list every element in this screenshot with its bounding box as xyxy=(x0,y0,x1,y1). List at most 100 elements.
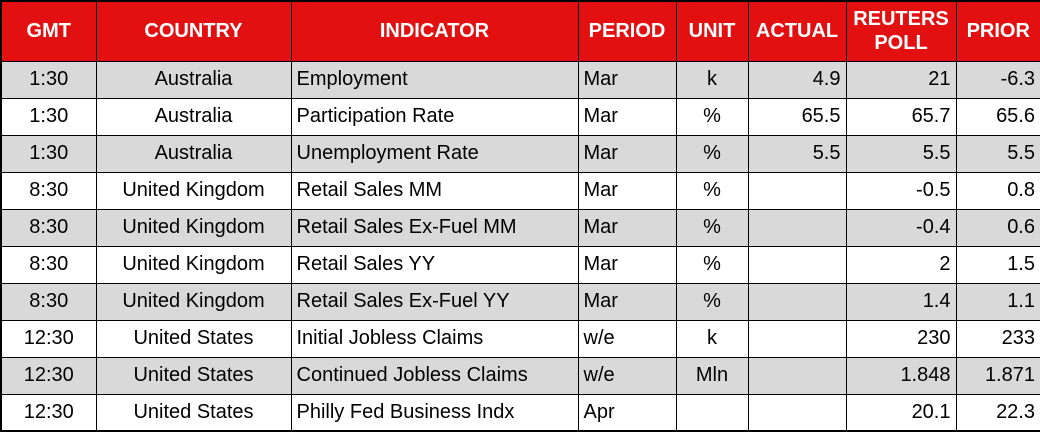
cell-unit[interactable]: % xyxy=(675,208,749,247)
cell-actual[interactable] xyxy=(747,245,847,284)
table-row: 8:30 United Kingdom Retail Sales Ex-Fuel M… xyxy=(0,208,1040,247)
cell-unit[interactable]: k xyxy=(675,60,749,99)
cell-prior[interactable]: 22.3 xyxy=(955,393,1040,432)
cell-actual[interactable] xyxy=(747,393,847,432)
cell-actual[interactable] xyxy=(747,282,847,321)
cell-indicator[interactable]: Retail Sales Ex-Fuel MM xyxy=(290,208,579,247)
cell-indicator[interactable]: Continued Jobless Claims xyxy=(290,356,579,395)
cell-actual[interactable] xyxy=(747,171,847,210)
cell-actual[interactable]: 5.5 xyxy=(747,134,847,173)
cell-actual[interactable] xyxy=(747,208,847,247)
cell-unit[interactable]: % xyxy=(675,282,749,321)
cell-poll[interactable]: 21 xyxy=(845,60,957,99)
column-header-poll[interactable]: REUTERS POLL xyxy=(845,0,957,62)
table-body: 1:30 Australia Employment Mar k 4.9 21 -6.3 1:30… xyxy=(0,60,1040,432)
cell-period[interactable]: Mar xyxy=(577,97,677,136)
cell-gmt[interactable]: 1:30 xyxy=(0,97,97,136)
cell-poll[interactable]: 20.1 xyxy=(845,393,957,432)
cell-country[interactable]: United States xyxy=(95,356,292,395)
cell-country[interactable]: United Kingdom xyxy=(95,208,292,247)
cell-unit[interactable]: % xyxy=(675,134,749,173)
cell-indicator[interactable]: Participation Rate xyxy=(290,97,579,136)
cell-poll[interactable]: -0.5 xyxy=(845,171,957,210)
cell-poll[interactable]: 65.7 xyxy=(845,97,957,136)
cell-unit[interactable]: Mln xyxy=(675,356,749,395)
cell-country[interactable]: United Kingdom xyxy=(95,282,292,321)
cell-country[interactable]: Australia xyxy=(95,97,292,136)
cell-prior[interactable]: 1.5 xyxy=(955,245,1040,284)
cell-indicator[interactable]: Retail Sales Ex-Fuel YY xyxy=(290,282,579,321)
cell-indicator[interactable]: Philly Fed Business Indx xyxy=(290,393,579,432)
cell-indicator[interactable]: Employment xyxy=(290,60,579,99)
cell-country[interactable]: United Kingdom xyxy=(95,171,292,210)
cell-country[interactable]: United States xyxy=(95,319,292,358)
cell-period[interactable]: Mar xyxy=(577,208,677,247)
cell-period[interactable]: Mar xyxy=(577,245,677,284)
column-header-indicator[interactable]: INDICATOR xyxy=(290,0,579,62)
cell-gmt[interactable]: 12:30 xyxy=(0,393,97,432)
cell-gmt[interactable]: 12:30 xyxy=(0,319,97,358)
cell-poll[interactable]: 230 xyxy=(845,319,957,358)
cell-unit[interactable]: % xyxy=(675,245,749,284)
cell-prior[interactable]: 5.5 xyxy=(955,134,1040,173)
cell-prior[interactable]: 65.6 xyxy=(955,97,1040,136)
cell-poll[interactable]: 1.4 xyxy=(845,282,957,321)
cell-actual[interactable] xyxy=(747,356,847,395)
cell-country[interactable]: Australia xyxy=(95,134,292,173)
cell-prior[interactable]: 1.1 xyxy=(955,282,1040,321)
table-row: 1:30 Australia Participation Rate Mar% 65.5 6… xyxy=(0,97,1040,136)
cell-prior[interactable]: 1.871 xyxy=(955,356,1040,395)
cell-gmt[interactable]: 1:30 xyxy=(0,60,97,99)
column-header-actual[interactable]: ACTUAL xyxy=(747,0,847,62)
cell-indicator[interactable]: Retail Sales YY xyxy=(290,245,579,284)
cell-gmt[interactable]: 8:30 xyxy=(0,245,97,284)
cell-period[interactable]: w/e xyxy=(577,356,677,395)
cell-poll[interactable]: 2 xyxy=(845,245,957,284)
cell-unit[interactable] xyxy=(675,393,749,432)
cell-period[interactable]: Mar xyxy=(577,282,677,321)
cell-indicator[interactable]: Unemployment Rate xyxy=(290,134,579,173)
column-header-gmt[interactable]: GMT xyxy=(0,0,97,62)
cell-unit[interactable]: % xyxy=(675,171,749,210)
cell-poll[interactable]: 5.5 xyxy=(845,134,957,173)
cell-period[interactable]: Mar xyxy=(577,60,677,99)
cell-poll[interactable]: -0.4 xyxy=(845,208,957,247)
cell-gmt[interactable]: 12:30 xyxy=(0,356,97,395)
cell-gmt[interactable]: 8:30 xyxy=(0,208,97,247)
cell-country[interactable]: Australia xyxy=(95,60,292,99)
cell-unit[interactable]: k xyxy=(675,319,749,358)
cell-indicator[interactable]: Initial Jobless Claims xyxy=(290,319,579,358)
cell-period[interactable]: w/e xyxy=(577,319,677,358)
cell-prior[interactable]: 0.8 xyxy=(955,171,1040,210)
cell-gmt[interactable]: 8:30 xyxy=(0,282,97,321)
cell-actual[interactable]: 4.9 xyxy=(747,60,847,99)
cell-gmt[interactable]: 1:30 xyxy=(0,134,97,173)
cell-actual[interactable]: 65.5 xyxy=(747,97,847,136)
table-row: 8:30 United Kingdom Retail Sales MM Mar% -0.… xyxy=(0,171,1040,210)
cell-gmt[interactable]: 8:30 xyxy=(0,171,97,210)
table-row: 12:30 United States Initial Jobless Claims… xyxy=(0,319,1040,358)
cell-indicator[interactable]: Retail Sales MM xyxy=(290,171,579,210)
cell-poll[interactable]: 1.848 xyxy=(845,356,957,395)
table-row: 1:30 Australia Unemployment Rate Mar% 5.5 5.5… xyxy=(0,134,1040,173)
column-header-period[interactable]: PERIOD xyxy=(577,0,677,62)
cell-country[interactable]: United Kingdom xyxy=(95,245,292,284)
header-row: GMT COUNTRY INDICATOR PERIOD UNIT ACTUAL REUTE… xyxy=(0,0,1040,62)
cell-period[interactable]: Apr xyxy=(577,393,677,432)
cell-period[interactable]: Mar xyxy=(577,134,677,173)
cell-unit[interactable]: % xyxy=(675,97,749,136)
cell-prior[interactable]: 233 xyxy=(955,319,1040,358)
cell-prior[interactable]: 0.6 xyxy=(955,208,1040,247)
column-header-prior[interactable]: PRIOR xyxy=(955,0,1040,62)
cell-actual[interactable] xyxy=(747,319,847,358)
table-row: 12:30 United States Continued Jobless Clai… xyxy=(0,356,1040,395)
cell-prior[interactable]: -6.3 xyxy=(955,60,1040,99)
table-row: 8:30 United Kingdom Retail Sales Ex-Fuel Y… xyxy=(0,282,1040,321)
cell-period[interactable]: Mar xyxy=(577,171,677,210)
column-header-country[interactable]: COUNTRY xyxy=(95,0,292,62)
column-header-unit[interactable]: UNIT xyxy=(675,0,749,62)
cell-country[interactable]: United States xyxy=(95,393,292,432)
table-row: 8:30 United Kingdom Retail Sales YY Mar% 2 1.… xyxy=(0,245,1040,284)
